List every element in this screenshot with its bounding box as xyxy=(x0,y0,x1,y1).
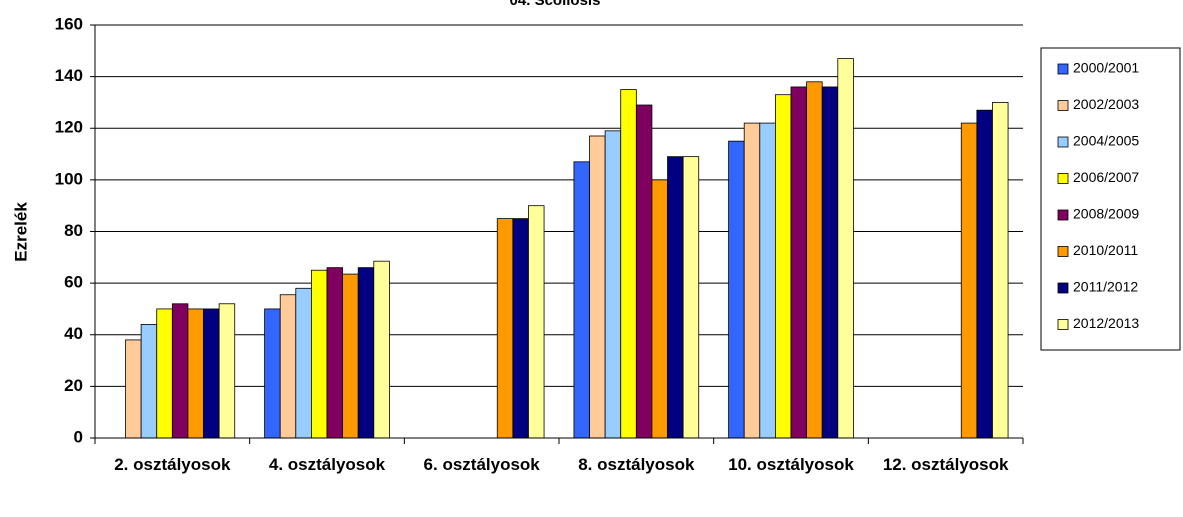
x-tick-label: 8. osztályosok xyxy=(578,455,695,474)
y-tick-label: 80 xyxy=(64,221,83,240)
bar xyxy=(960,122,978,439)
bar xyxy=(837,58,854,439)
bar xyxy=(218,303,236,439)
bar xyxy=(573,161,590,439)
legend-label: 2002/2003 xyxy=(1073,96,1139,112)
legend-swatch xyxy=(1057,319,1069,330)
bar xyxy=(342,273,359,439)
legend-box xyxy=(1040,47,1181,351)
legend-label: 2008/2009 xyxy=(1073,206,1139,222)
bar xyxy=(203,308,220,439)
bar xyxy=(264,308,281,439)
y-tick-label: 160 xyxy=(55,14,83,33)
y-tick-label: 60 xyxy=(64,273,83,292)
bar xyxy=(635,104,653,439)
bar xyxy=(279,294,297,439)
legend-swatch xyxy=(1057,282,1069,294)
bar xyxy=(326,267,344,439)
legend-swatch xyxy=(1057,209,1069,221)
bar xyxy=(373,260,390,439)
bar xyxy=(651,179,668,439)
bar xyxy=(759,122,776,439)
bar xyxy=(140,324,158,439)
legend-label: 2004/2005 xyxy=(1073,133,1139,149)
x-tick-label: 6. osztályosok xyxy=(423,455,540,474)
legend-swatch xyxy=(1057,246,1069,257)
bar xyxy=(357,267,375,439)
y-tick-label: 40 xyxy=(64,324,83,343)
x-tick-label: 12. osztályosok xyxy=(882,455,1009,474)
bar xyxy=(728,140,745,439)
legend-label: 2011/2012 xyxy=(1073,279,1138,295)
legend-swatch xyxy=(1057,136,1069,148)
bar xyxy=(806,81,823,439)
bar xyxy=(528,205,545,439)
bar xyxy=(667,156,684,439)
chart-title: 04. Scoliosis xyxy=(510,0,601,9)
x-tick-label: 2. osztályosok xyxy=(114,455,231,474)
bar xyxy=(156,308,173,439)
legend-label: 2000/2001 xyxy=(1073,60,1139,76)
bar xyxy=(512,218,529,439)
bar xyxy=(620,89,637,439)
bar xyxy=(821,86,839,439)
bar xyxy=(310,269,328,439)
legend-label: 2012/2013 xyxy=(1073,315,1139,331)
legend-swatch xyxy=(1057,63,1069,75)
bar xyxy=(295,287,312,439)
bar xyxy=(682,156,700,439)
bar xyxy=(604,130,622,439)
legend-swatch xyxy=(1057,100,1069,111)
legend-label: 2010/2011 xyxy=(1073,242,1138,258)
legend-swatch xyxy=(1057,173,1069,184)
bar xyxy=(125,339,142,439)
y-tick-label: 0 xyxy=(74,427,83,446)
bar xyxy=(187,308,204,439)
bar xyxy=(171,303,189,439)
bar xyxy=(496,218,514,439)
y-tick-label: 20 xyxy=(64,376,83,395)
bar xyxy=(976,109,993,439)
bar xyxy=(775,94,792,439)
bar xyxy=(743,122,761,439)
x-tick-label: 4. osztályosok xyxy=(268,455,386,474)
legend-label: 2006/2007 xyxy=(1073,169,1139,185)
y-tick-label: 100 xyxy=(55,169,83,188)
x-tick-label: 10. osztályosok xyxy=(728,455,854,474)
y-axis-label: Ezrelék xyxy=(11,202,30,262)
bar xyxy=(790,86,808,439)
bar xyxy=(589,135,606,439)
y-tick-label: 140 xyxy=(55,66,83,85)
y-tick-label: 120 xyxy=(55,118,83,137)
bar xyxy=(992,102,1009,439)
